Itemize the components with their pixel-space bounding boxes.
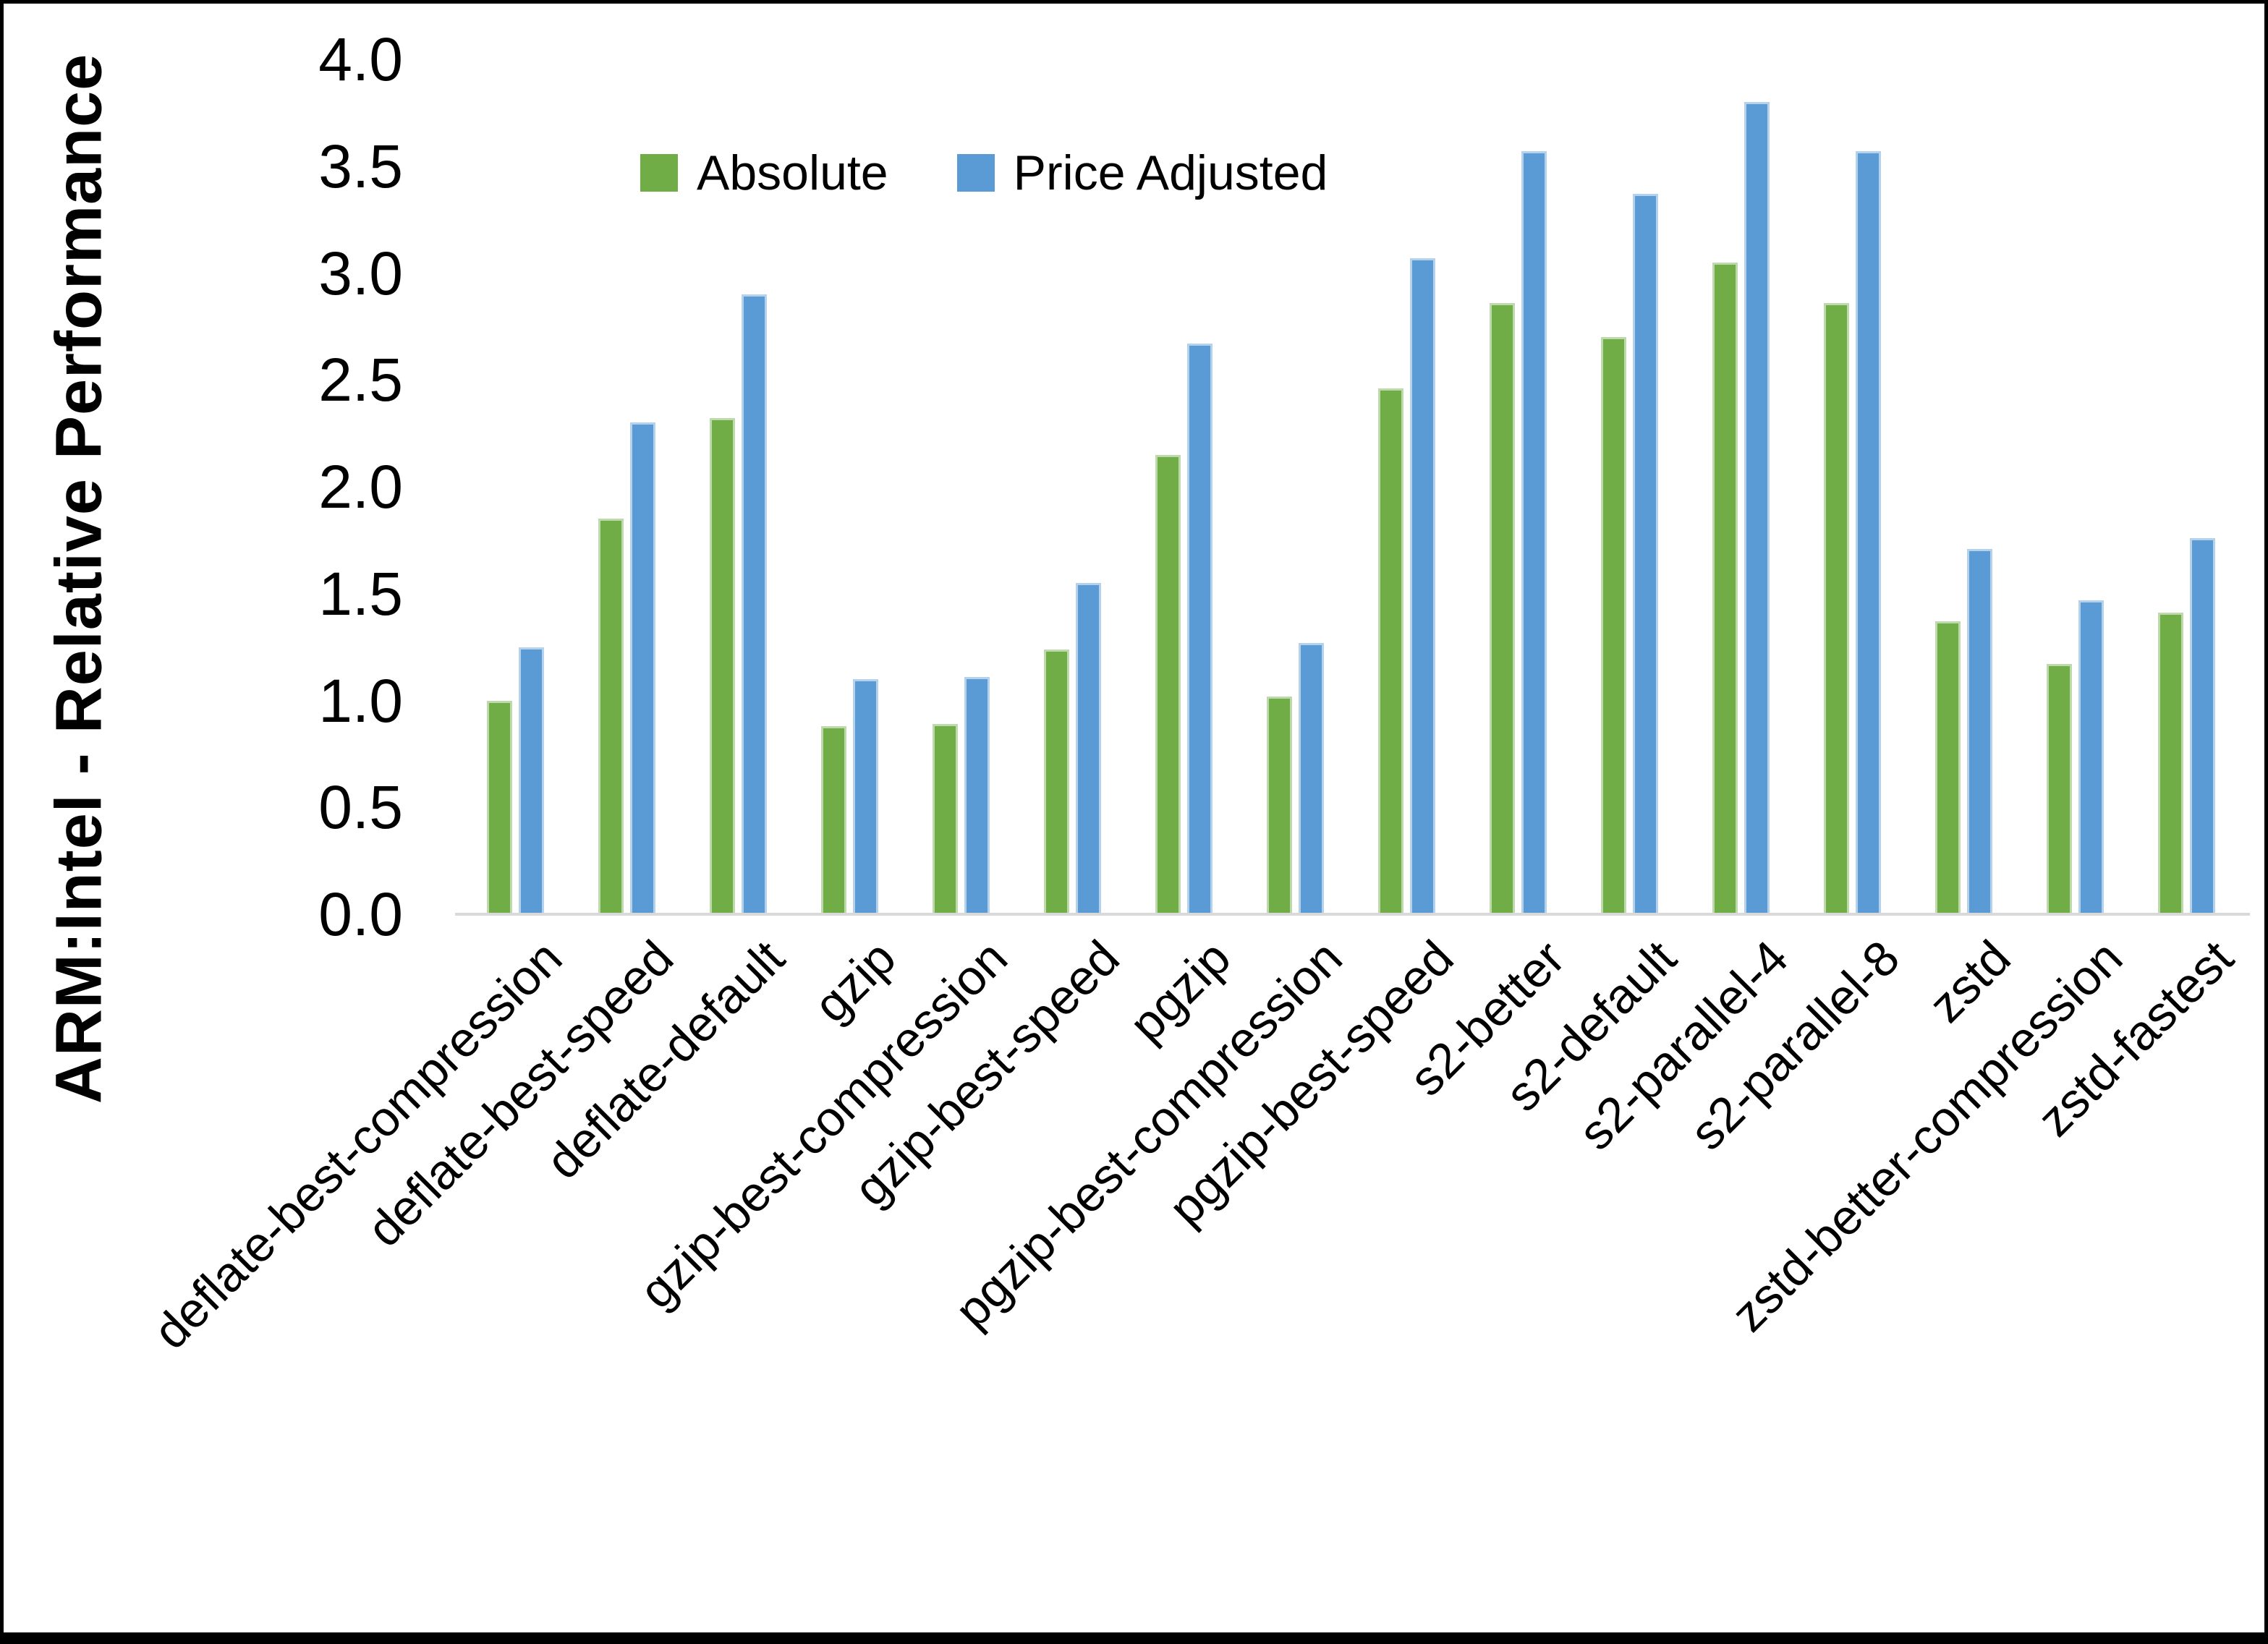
bar-absolute (598, 519, 624, 914)
y-tick-label: 3.0 (318, 239, 403, 307)
bar-absolute (820, 725, 846, 914)
y-tick-label: 0.0 (318, 880, 403, 948)
bar-price-adjusted (1075, 582, 1101, 914)
bar-group (571, 59, 682, 914)
bar-price-adjusted (1856, 151, 1882, 914)
bar-price-adjusted (964, 677, 990, 914)
bar-absolute (932, 724, 958, 914)
bar-absolute (1490, 302, 1516, 914)
bar-price-adjusted (518, 647, 544, 914)
legend-label-price-adjusted: Price Adjusted (1013, 145, 1328, 200)
bar-price-adjusted (2190, 537, 2216, 914)
bar-absolute (1935, 621, 1961, 914)
bar-absolute (2047, 664, 2073, 914)
bar-group (2131, 59, 2243, 914)
bar-group (794, 59, 905, 914)
bar-price-adjusted (1967, 548, 1993, 914)
y-tick-label: 0.5 (318, 773, 403, 842)
bar-absolute (1155, 454, 1181, 914)
bar-group (1908, 59, 2020, 914)
bars-container (459, 59, 2243, 914)
bar-group (1239, 59, 1351, 914)
bar-group (1128, 59, 1239, 914)
y-tick-label: 2.5 (318, 346, 403, 414)
bar-price-adjusted (1186, 344, 1212, 914)
bar-price-adjusted (1633, 194, 1659, 914)
legend-item-absolute: Absolute (640, 148, 888, 197)
bar-price-adjusted (1410, 257, 1436, 914)
bar-group (1797, 59, 1908, 914)
bar-absolute (1824, 302, 1850, 914)
y-axis-ticks: 0.0 0.5 1.0 1.5 2.0 2.5 3.0 3.5 4.0 (4, 29, 403, 945)
legend-swatch-absolute (640, 154, 678, 192)
bar-group (1016, 59, 1128, 914)
bar-group (682, 59, 794, 914)
legend-item-price-adjusted: Price Adjusted (956, 145, 1328, 200)
y-tick-label: 1.5 (318, 559, 403, 628)
bar-price-adjusted (741, 294, 767, 914)
legend-label-absolute: Absolute (697, 145, 888, 200)
bar-absolute (2158, 613, 2184, 914)
y-tick-label: 4.0 (318, 25, 403, 93)
y-tick-label: 2.0 (318, 453, 403, 521)
x-category-label: gzip (804, 930, 907, 1034)
y-tick-label: 3.5 (318, 132, 403, 200)
x-axis-labels: deflate-best-compression deflate-best-spe… (143, 930, 2244, 1632)
y-tick-label: 1.0 (318, 666, 403, 735)
bar-absolute (1712, 262, 1738, 914)
x-category-label: zstd (1918, 930, 2021, 1034)
legend-swatch-price-adjusted (956, 154, 995, 192)
bar-price-adjusted (2078, 600, 2105, 914)
bar-group (1686, 59, 1797, 914)
bar-absolute (1601, 337, 1627, 914)
bar-absolute (1378, 388, 1404, 914)
bar-group (1351, 59, 1463, 914)
legend: Absolute Price Adjusted (640, 148, 1328, 197)
bar-absolute (1043, 649, 1069, 914)
bar-absolute (486, 700, 512, 914)
bar-absolute (1266, 696, 1292, 914)
bar-price-adjusted (629, 422, 655, 914)
bar-price-adjusted (1521, 151, 1547, 914)
plot-area (455, 59, 2250, 916)
bar-group (905, 59, 1016, 914)
bar-group (2020, 59, 2131, 914)
bar-price-adjusted (852, 678, 878, 914)
bar-group (459, 59, 571, 914)
bar-group (1463, 59, 1574, 914)
bar-price-adjusted (1744, 102, 1770, 914)
x-axis-line (455, 913, 2250, 916)
bar-group (1574, 59, 1686, 914)
bar-price-adjusted (1298, 642, 1324, 914)
bar-absolute (709, 418, 735, 914)
